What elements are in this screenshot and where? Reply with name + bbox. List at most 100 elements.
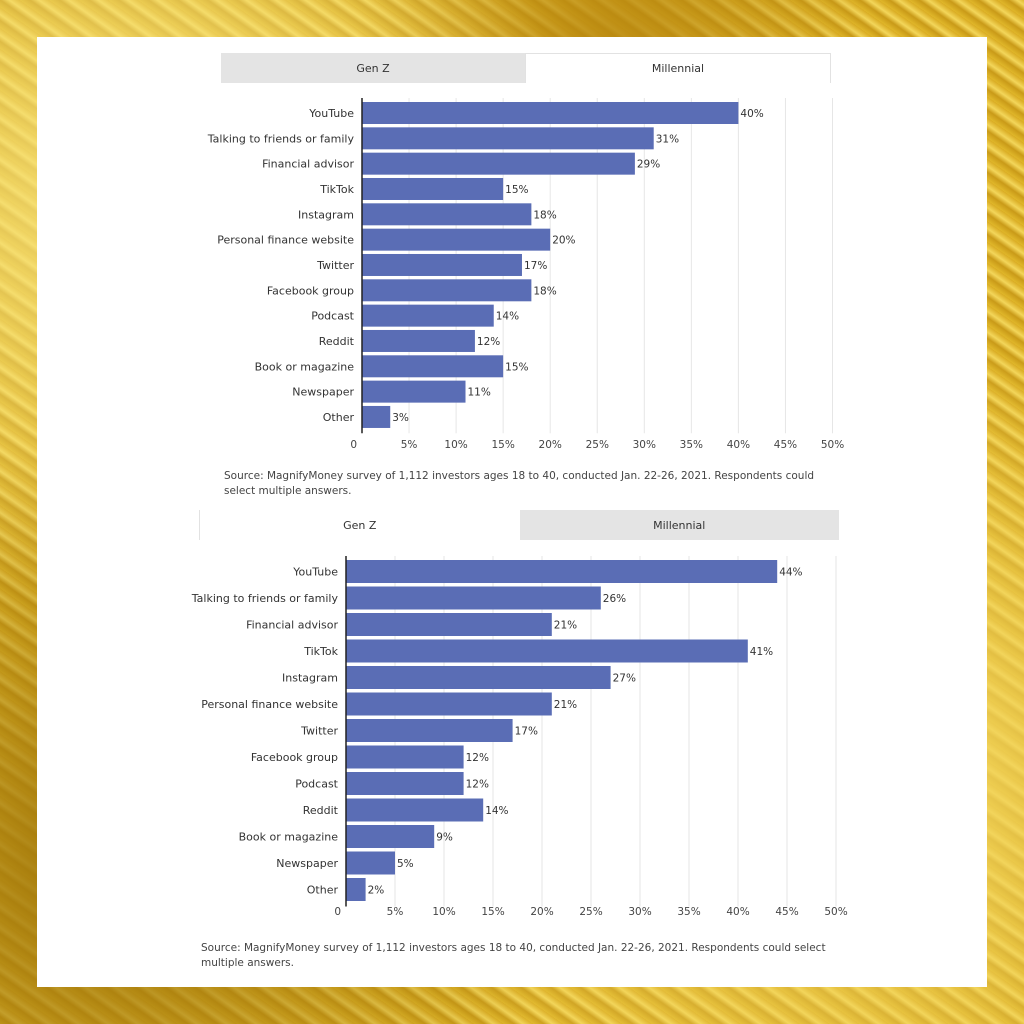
source-note-2: Source: MagnifyMoney survey of 1,112 inv… (201, 942, 826, 969)
x-tick-label: 30% (628, 906, 651, 918)
x-tick-label: 5% (387, 906, 404, 918)
category-label: Other (323, 411, 355, 424)
value-label: 15% (505, 361, 528, 373)
value-label: 31% (656, 133, 679, 145)
category-label: Talking to friends or family (207, 132, 355, 145)
value-label: 18% (533, 209, 556, 221)
value-label: 14% (496, 311, 519, 323)
tab-millennial[interactable]: Millennial (525, 53, 831, 83)
value-label: 27% (613, 673, 636, 685)
bar[interactable] (362, 253, 522, 276)
value-label: 20% (552, 235, 575, 247)
bar[interactable] (346, 586, 601, 610)
x-tick-label: 45% (775, 906, 798, 918)
category-label: TikTok (319, 183, 354, 196)
value-label: 44% (779, 567, 802, 579)
tab-bar-2: Gen Z Millennial (199, 510, 839, 540)
value-label: 18% (533, 285, 556, 297)
bar[interactable] (346, 666, 611, 689)
x-tick-label: 25% (586, 439, 609, 451)
category-label: Reddit (319, 335, 355, 348)
category-label: Twitter (316, 259, 354, 272)
category-label: Personal finance website (217, 234, 354, 247)
value-label: 26% (603, 593, 626, 605)
x-tick-label: 40% (727, 439, 750, 451)
bar[interactable] (362, 405, 391, 428)
bar[interactable] (346, 798, 484, 822)
x-tick-label: 45% (774, 439, 797, 451)
bar[interactable] (346, 719, 513, 742)
bar[interactable] (346, 825, 435, 848)
category-label: Financial advisor (262, 158, 354, 171)
bar[interactable] (362, 329, 475, 352)
bar[interactable] (362, 304, 494, 327)
x-tick-label: 20% (530, 906, 553, 918)
category-label: Instagram (282, 672, 338, 685)
tab-gen-z[interactable]: Gen Z (221, 53, 525, 83)
value-label: 17% (524, 260, 547, 272)
category-label: Book or magazine (255, 360, 355, 373)
category-label: Newspaper (292, 386, 354, 399)
value-label: 5% (397, 858, 414, 870)
x-tick-label: 50% (821, 439, 844, 451)
bar[interactable] (362, 127, 654, 150)
x-tick-label: 10% (432, 906, 455, 918)
x-tick-label: 30% (633, 439, 656, 451)
category-label: Other (307, 884, 339, 897)
bar[interactable] (346, 878, 366, 901)
bar[interactable] (346, 560, 778, 583)
category-label: Podcast (311, 310, 354, 323)
x-tick-label: 35% (680, 439, 703, 451)
bar[interactable] (346, 851, 395, 875)
category-label: TikTok (303, 645, 338, 658)
bar[interactable] (362, 102, 739, 124)
bar[interactable] (346, 639, 748, 663)
tab-bar-1: Gen Z Millennial (221, 53, 831, 83)
value-label: 40% (740, 108, 763, 120)
value-label: 11% (468, 387, 491, 399)
category-label: Reddit (303, 804, 339, 817)
category-label: Book or magazine (239, 831, 339, 844)
value-label: 2% (368, 885, 385, 897)
category-label: YouTube (308, 107, 354, 120)
bar[interactable] (362, 203, 532, 226)
category-label: Instagram (298, 208, 354, 221)
value-label: 29% (637, 159, 660, 171)
value-label: 14% (485, 805, 508, 817)
x-tick-label: 10% (444, 439, 467, 451)
chart-card: Gen Z Millennial 0 5% 10% 15% 20% 25% 30% 35% 40… (37, 37, 987, 987)
tab-millennial[interactable]: Millennial (519, 510, 839, 540)
category-label: Personal finance website (201, 698, 338, 711)
source-note-1: Source: MagnifyMoney survey of 1,112 inv… (224, 470, 815, 497)
bar[interactable] (346, 772, 464, 795)
x-tick-label: 35% (677, 906, 700, 918)
bar[interactable] (346, 745, 464, 769)
category-label: YouTube (292, 566, 338, 579)
bar[interactable] (362, 380, 466, 403)
bar[interactable] (346, 613, 552, 636)
value-label: 15% (505, 184, 528, 196)
x-tick-label: 0 (334, 906, 341, 918)
bar[interactable] (362, 152, 635, 175)
x-tick-label: 50% (824, 906, 847, 918)
tab-gen-z[interactable]: Gen Z (199, 510, 520, 540)
category-label: Financial advisor (246, 619, 338, 632)
category-label: Talking to friends or family (191, 592, 339, 605)
bar[interactable] (362, 355, 504, 378)
x-tick-label: 5% (401, 439, 418, 451)
value-label: 21% (554, 620, 577, 632)
category-label: Twitter (300, 725, 338, 738)
bar[interactable] (346, 692, 552, 716)
category-label: Facebook group (251, 751, 338, 764)
category-label: Newspaper (276, 857, 338, 870)
bar[interactable] (362, 177, 504, 200)
bar[interactable] (362, 228, 551, 251)
x-tick-label: 0 (350, 439, 357, 451)
value-label: 17% (515, 726, 538, 738)
value-label: 41% (750, 646, 773, 658)
x-tick-label: 15% (491, 439, 514, 451)
bar-chart-millennial: 0 5% 10% 15% 20% 25% 30% 35% 40% 45% 50% YouTube 40%… (207, 98, 844, 451)
bar[interactable] (362, 279, 532, 302)
value-label: 3% (392, 412, 409, 424)
category-label: Facebook group (267, 284, 354, 297)
